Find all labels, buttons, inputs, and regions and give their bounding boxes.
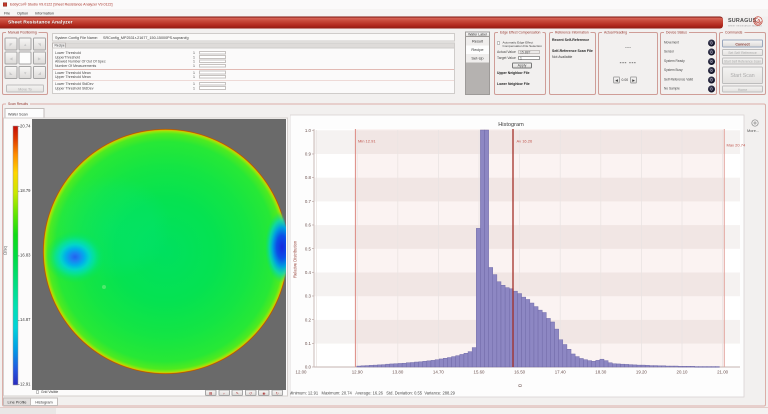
- svg-text:Min 12.91: Min 12.91: [358, 139, 376, 144]
- svg-text:0.9: 0.9: [305, 152, 312, 157]
- svg-text:0.3: 0.3: [305, 294, 312, 299]
- svg-text:16.50: 16.50: [514, 370, 526, 375]
- svg-text:Relative Distribution: Relative Distribution: [293, 240, 298, 278]
- svg-text:Histogram: Histogram: [498, 122, 524, 128]
- svg-text:12.00: 12.00: [296, 370, 308, 375]
- svg-text:0.6: 0.6: [305, 223, 312, 228]
- svg-text:18.30: 18.30: [595, 370, 607, 375]
- svg-text:0.7: 0.7: [305, 199, 312, 204]
- svg-text:12.91: 12.91: [20, 382, 31, 387]
- svg-text:0.8: 0.8: [305, 175, 312, 180]
- svg-text:16.83: 16.83: [20, 253, 31, 258]
- svg-text:13.80: 13.80: [392, 370, 404, 375]
- svg-text:15.60: 15.60: [474, 370, 486, 375]
- svg-text:0.0: 0.0: [305, 365, 312, 370]
- svg-text:20.10: 20.10: [677, 370, 689, 375]
- svg-text:0.4: 0.4: [305, 270, 312, 275]
- svg-text:1.0: 1.0: [305, 128, 312, 133]
- svg-text:20.74: 20.74: [20, 124, 31, 129]
- svg-text:Ω/sq: Ω/sq: [3, 246, 8, 255]
- svg-text:Minimum: 12.91 Maximum: 20.7: Minimum: 12.91 Maximum: 20.74 Average: 1…: [290, 390, 456, 395]
- svg-text:0.2: 0.2: [305, 317, 312, 322]
- svg-text:14.87: 14.87: [20, 317, 31, 322]
- svg-text:12.90: 12.90: [352, 370, 364, 375]
- svg-text:21.00: 21.00: [717, 370, 729, 375]
- svg-text:Av 16.26: Av 16.26: [517, 139, 533, 144]
- svg-text:Ω: Ω: [518, 383, 522, 389]
- svg-text:19.20: 19.20: [636, 370, 648, 375]
- svg-text:Max 20.74: Max 20.74: [727, 143, 746, 148]
- svg-text:14.70: 14.70: [433, 370, 445, 375]
- svg-text:17.40: 17.40: [555, 370, 567, 375]
- svg-text:0.5: 0.5: [305, 246, 312, 251]
- svg-text:0.1: 0.1: [305, 341, 312, 346]
- svg-text:18.79: 18.79: [20, 188, 31, 193]
